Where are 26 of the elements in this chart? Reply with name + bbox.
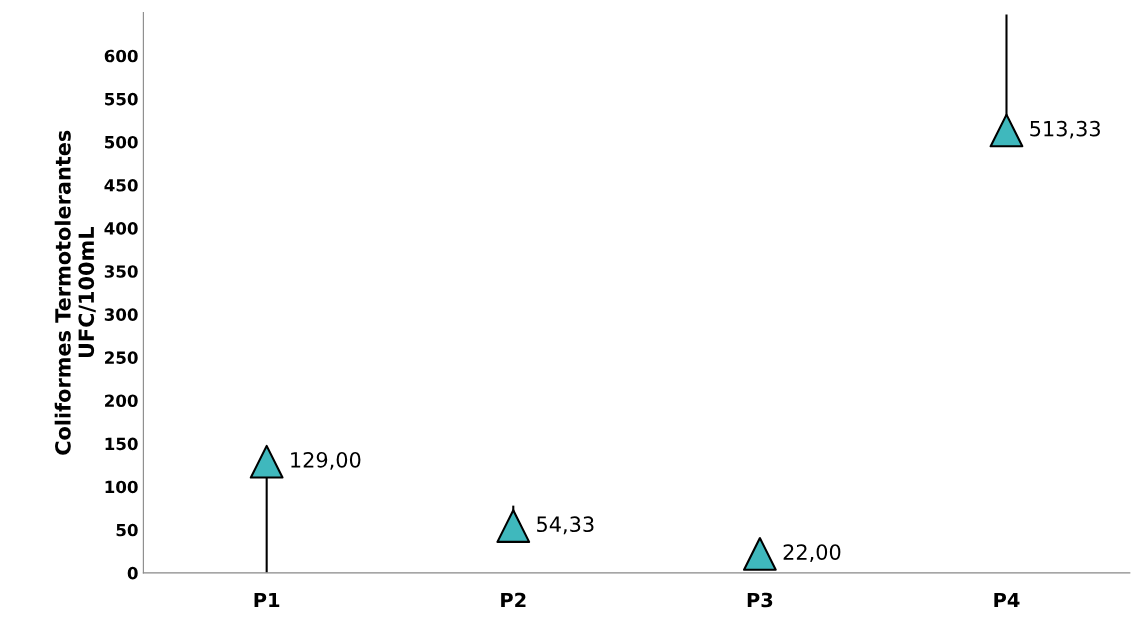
point — [989, 113, 1024, 148]
x-tick-label: P2 — [501, 592, 526, 608]
y-tick-label: 150 — [105, 437, 138, 451]
y-tick-label: 550 — [105, 92, 138, 106]
data-label: 22,00 — [783, 544, 841, 563]
y-tick-label: 300 — [104, 308, 138, 321]
point — [743, 537, 777, 571]
data-label: 54,33 — [537, 516, 594, 535]
y-tick-label: 400 — [104, 222, 138, 235]
y-axis-title: Coliformes Termotolerantes UFC/100mL — [54, 130, 96, 455]
y-tick-label: 600 — [104, 49, 138, 63]
data-label: 513,33 — [1030, 120, 1100, 139]
x-tick-label: P1 — [254, 592, 280, 608]
y-tick-label: 0 — [127, 566, 138, 580]
y-tick-label: 50 — [116, 523, 138, 537]
point — [496, 509, 531, 543]
point — [249, 444, 284, 479]
x-tick-label: P4 — [994, 592, 1020, 608]
y-tick-label: 350 — [104, 265, 138, 278]
y-tick-label: 100 — [105, 480, 138, 494]
y-tick-label: 450 — [104, 178, 138, 192]
y-tick-label: 200 — [105, 394, 138, 408]
y-tick-label: 500 — [105, 135, 138, 149]
data-label: 129,00 — [291, 451, 361, 470]
x-tick-label: P3 — [747, 592, 773, 608]
y-tick-label: 250 — [105, 351, 138, 364]
